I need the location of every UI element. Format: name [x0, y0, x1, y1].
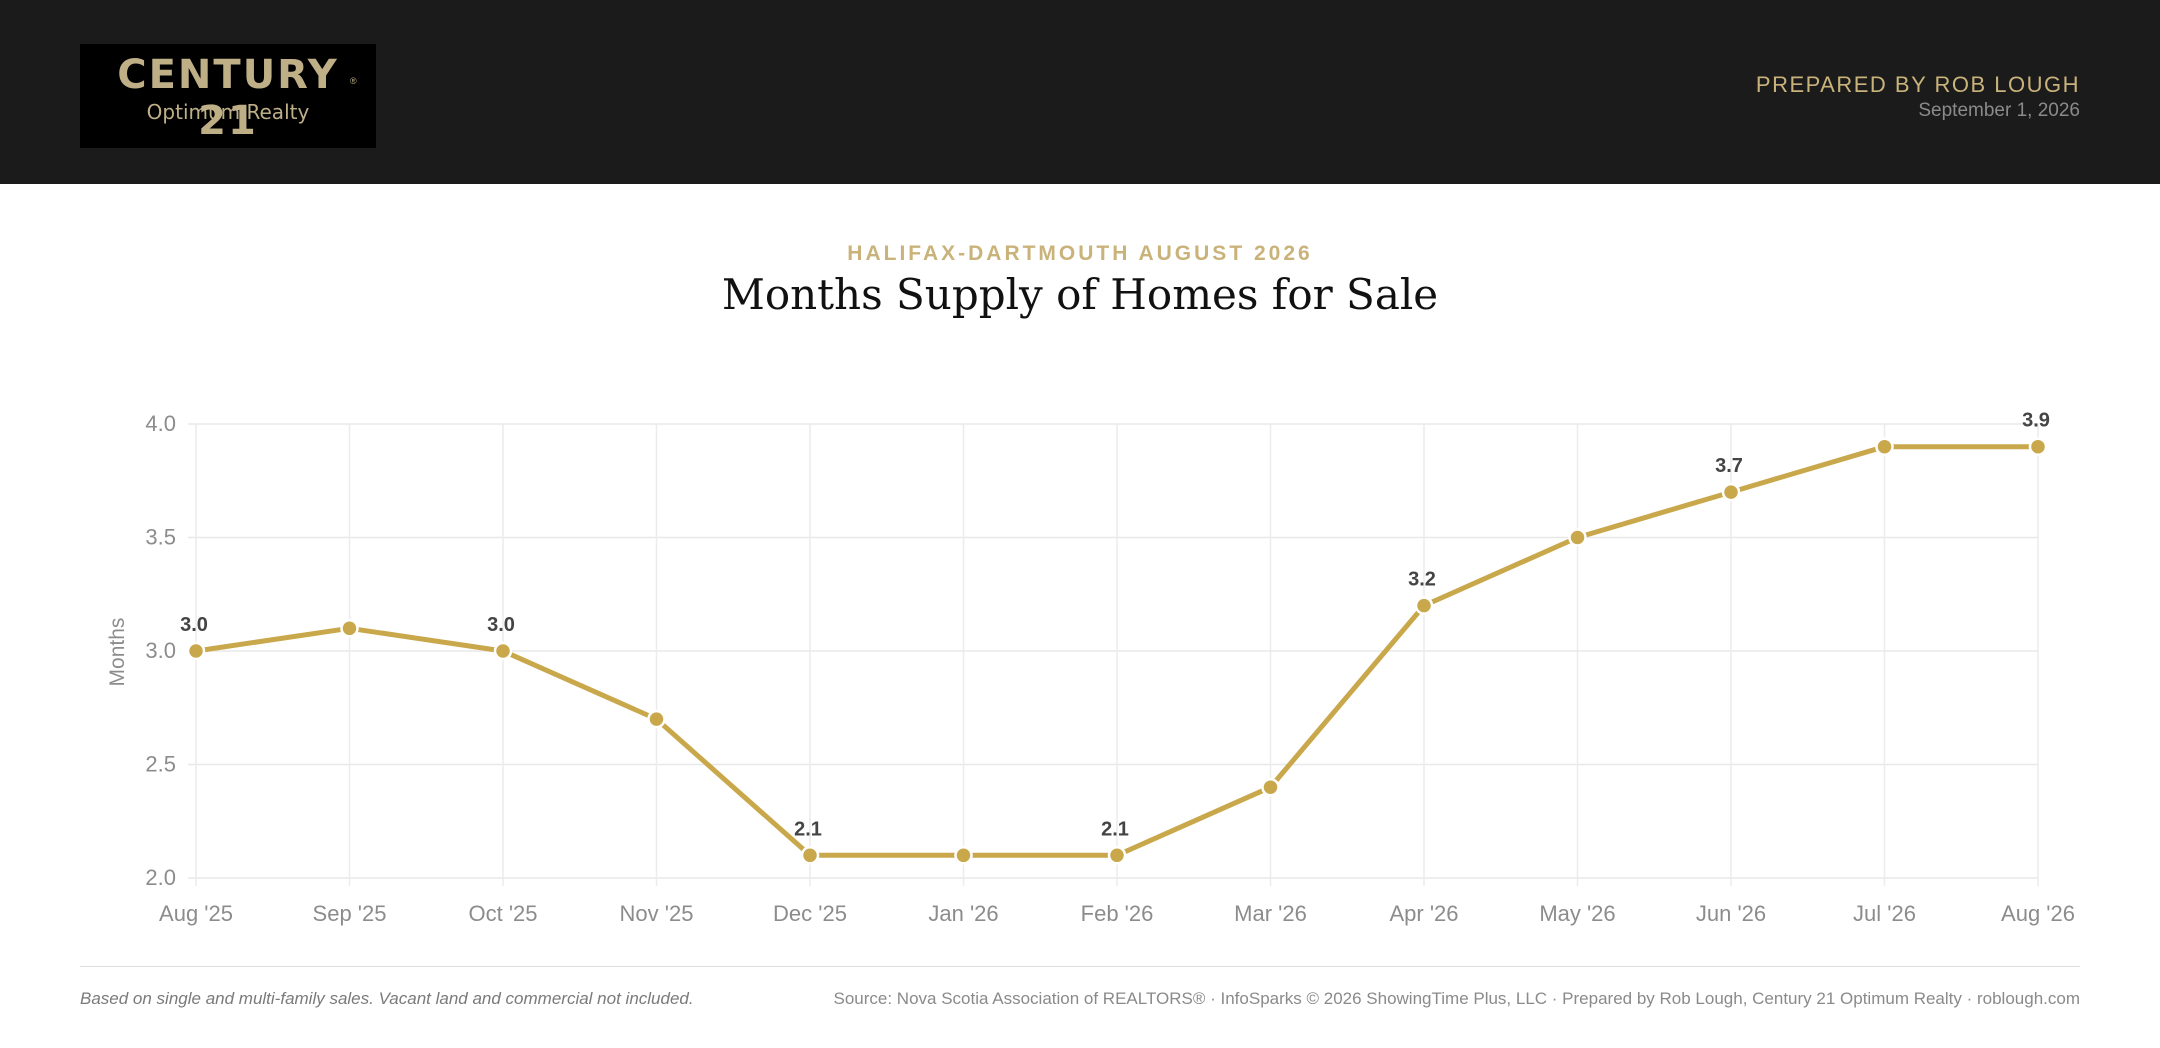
data-point: [1568, 528, 1587, 547]
logo-brand-text: CENTURY 21: [117, 52, 339, 144]
data-point: [800, 846, 820, 865]
data-point: [493, 641, 513, 661]
footer-note: Based on single and multi-family sales. …: [80, 989, 694, 1008]
data-point: [647, 709, 666, 729]
data-label: 2.1: [1101, 818, 1129, 840]
data-label: 3.0: [487, 614, 515, 636]
footer-source: Source: Nova Scotia Association of REALT…: [833, 989, 2081, 1008]
y-tick-label: 4.0: [145, 411, 176, 436]
logo-registered-mark: ®: [350, 76, 357, 86]
x-tick-label: Oct '25: [468, 901, 537, 926]
x-tick-label: Apr '26: [1389, 901, 1458, 926]
x-tick-label: Sep '25: [313, 901, 387, 926]
data-point: [1261, 777, 1280, 797]
x-tick-label: Feb '26: [1081, 901, 1154, 926]
data-point: [186, 641, 206, 661]
data-point: [1414, 596, 1434, 615]
x-tick-label: Mar '26: [1234, 901, 1307, 926]
y-tick-label: 2.5: [145, 752, 176, 777]
logo-subtitle: Optimum Realty: [146, 100, 310, 124]
data-label: 3.9: [2022, 410, 2050, 432]
report-date: September 1, 2026: [1918, 100, 2080, 121]
y-tick-label: 3.5: [145, 525, 176, 550]
x-tick-label: Jan '26: [928, 901, 998, 926]
data-point: [1875, 437, 1894, 456]
prepared-by: PREPARED BY ROB LOUGH: [1755, 72, 2080, 97]
y-tick-label: 3.0: [145, 638, 176, 663]
data-label: 3.7: [1715, 455, 1743, 477]
x-tick-label: Aug '26: [2001, 901, 2075, 926]
y-axis-label: Months: [106, 618, 129, 687]
data-label: 2.1: [794, 818, 822, 840]
x-tick-label: Nov '25: [620, 901, 694, 926]
data-label: 3.0: [180, 614, 208, 636]
data-label: 3.2: [1408, 569, 1436, 591]
data-point: [340, 619, 359, 638]
x-tick-label: Jul '26: [1853, 901, 1916, 926]
x-tick-label: Jun '26: [1696, 901, 1766, 926]
x-tick-label: May '26: [1539, 901, 1615, 926]
data-point: [1721, 482, 1741, 502]
chart-eyebrow: HALIFAX-DARTMOUTH AUGUST 2026: [847, 242, 1313, 265]
x-tick-label: Aug '25: [159, 901, 233, 926]
footer-divider: [80, 966, 2080, 967]
data-point: [2028, 437, 2048, 456]
y-tick-label: 2.0: [145, 865, 176, 890]
data-point: [954, 846, 973, 865]
data-point: [1107, 846, 1127, 865]
x-tick-label: Dec '25: [773, 901, 847, 926]
chart-title: Months Supply of Homes for Sale: [721, 270, 1439, 319]
century21-logo: CENTURY 21 ® Optimum Realty: [80, 44, 376, 148]
report-header: CENTURY 21 ® Optimum Realty PREPARED BY …: [0, 0, 2160, 184]
